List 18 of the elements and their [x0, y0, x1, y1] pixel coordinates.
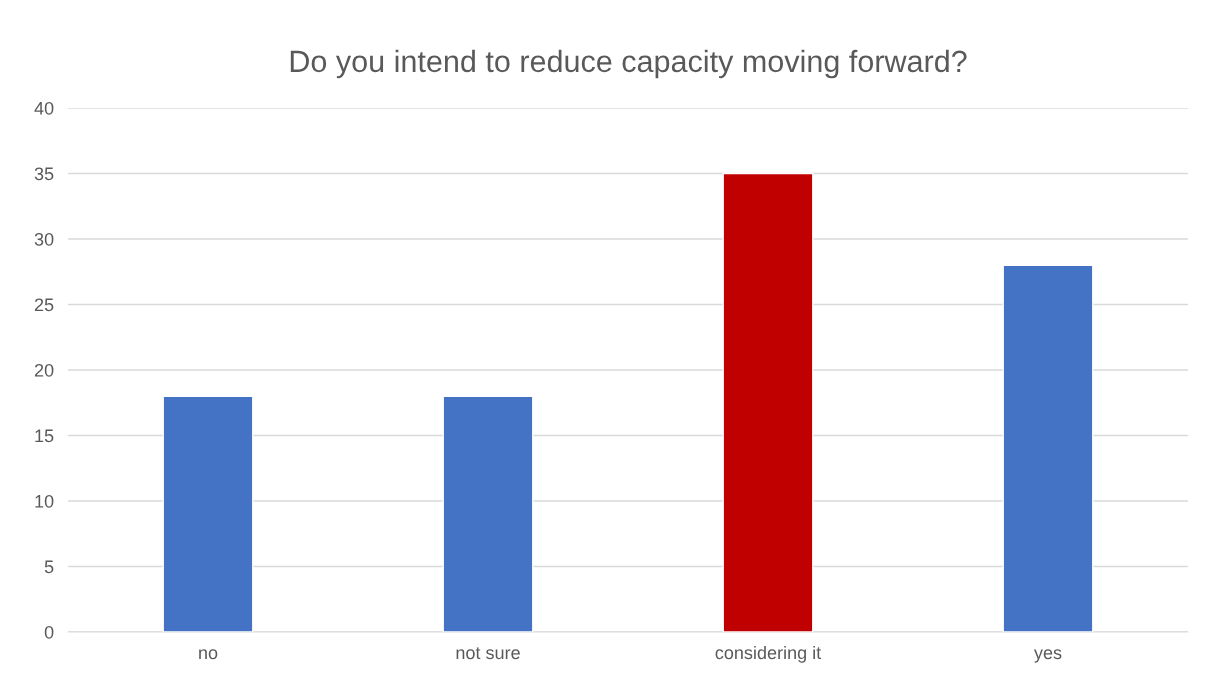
y-tick-label: 5: [44, 560, 54, 574]
y-tick-label: 15: [35, 429, 54, 443]
x-tick-label: no: [199, 649, 218, 660]
x-tick-label: yes: [1034, 649, 1062, 663]
x-tick-label: considering it: [715, 645, 822, 663]
y-tick-label: 35: [34, 167, 54, 181]
bar: [722, 172, 814, 632]
x-tick-label: not sure: [456, 647, 520, 660]
y-tick-label: 40: [34, 101, 54, 115]
chart-title: Do you intend to reduce capacity moving forward?: [290, 49, 967, 79]
y-tick-label: 20: [34, 363, 54, 377]
y-tick-label: 30: [34, 232, 54, 246]
bar: [162, 395, 254, 632]
y-tick-label: 10: [35, 494, 54, 508]
y-tick-label: 25: [34, 298, 54, 312]
y-tick-label: 0: [44, 625, 54, 639]
bar: [1002, 264, 1094, 632]
bar: [442, 395, 534, 632]
